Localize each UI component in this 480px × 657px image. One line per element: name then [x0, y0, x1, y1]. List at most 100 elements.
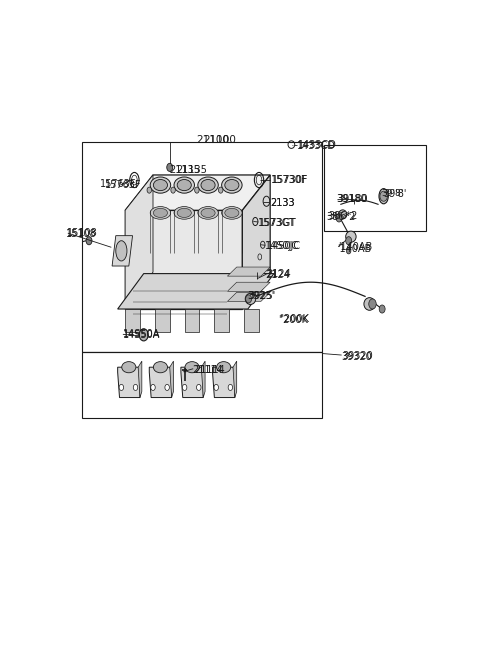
- Text: 39180: 39180: [337, 194, 368, 204]
- Circle shape: [347, 248, 351, 254]
- Text: '140AB: '140AB: [337, 244, 372, 254]
- Bar: [83, 352, 322, 418]
- Text: ''200K: ''200K: [279, 314, 309, 324]
- Text: 14S50A: 14S50A: [122, 330, 160, 340]
- Ellipse shape: [116, 240, 127, 261]
- Circle shape: [147, 187, 152, 193]
- Circle shape: [195, 187, 199, 193]
- Ellipse shape: [177, 208, 192, 217]
- Ellipse shape: [122, 361, 136, 373]
- Text: 15730F: 15730F: [272, 175, 309, 185]
- Circle shape: [369, 299, 376, 309]
- Ellipse shape: [150, 206, 171, 219]
- Text: 14S50A: 14S50A: [123, 329, 161, 339]
- Circle shape: [167, 164, 173, 171]
- Ellipse shape: [150, 177, 171, 193]
- Text: 15108: 15108: [66, 229, 97, 239]
- Polygon shape: [149, 367, 172, 397]
- Text: 2133: 2133: [270, 198, 295, 208]
- Text: 21135: 21135: [170, 165, 201, 175]
- Text: 3925': 3925': [248, 291, 275, 302]
- Ellipse shape: [346, 231, 356, 242]
- Polygon shape: [215, 309, 229, 332]
- Text: 386*2: 386*2: [326, 212, 355, 222]
- Circle shape: [165, 384, 169, 390]
- Polygon shape: [202, 361, 205, 397]
- Text: 3925': 3925': [247, 291, 275, 301]
- Circle shape: [380, 191, 387, 201]
- Polygon shape: [112, 236, 132, 266]
- Text: 2124: 2124: [266, 269, 291, 279]
- Circle shape: [218, 187, 223, 193]
- Ellipse shape: [154, 208, 168, 217]
- Ellipse shape: [225, 179, 239, 191]
- Ellipse shape: [216, 361, 231, 373]
- Ellipse shape: [198, 177, 218, 193]
- Polygon shape: [138, 361, 142, 397]
- Text: '140AB: '140AB: [338, 242, 372, 252]
- Bar: [83, 142, 322, 352]
- Circle shape: [336, 214, 342, 222]
- Circle shape: [346, 237, 352, 245]
- Text: 1573GT: 1573GT: [259, 218, 297, 228]
- Polygon shape: [185, 309, 200, 332]
- Text: 15763F: 15763F: [100, 179, 136, 189]
- Text: 39'8': 39'8': [382, 189, 404, 198]
- Polygon shape: [125, 175, 153, 309]
- Polygon shape: [228, 292, 270, 302]
- Text: 21135: 21135: [176, 165, 207, 175]
- Ellipse shape: [154, 361, 168, 373]
- Circle shape: [182, 384, 187, 390]
- Ellipse shape: [174, 177, 194, 193]
- Text: 15108: 15108: [67, 228, 98, 238]
- Text: ''200K: ''200K: [278, 315, 308, 325]
- Text: 15763F: 15763F: [105, 180, 141, 190]
- Ellipse shape: [338, 210, 347, 219]
- Circle shape: [133, 384, 138, 390]
- Text: 2133: 2133: [270, 198, 295, 208]
- Text: 21100: 21100: [204, 135, 236, 145]
- Ellipse shape: [222, 206, 242, 219]
- Polygon shape: [244, 309, 259, 332]
- Ellipse shape: [201, 179, 215, 191]
- Polygon shape: [233, 361, 237, 397]
- Polygon shape: [125, 175, 270, 210]
- Ellipse shape: [379, 189, 388, 204]
- Polygon shape: [125, 309, 140, 332]
- Polygon shape: [228, 267, 270, 276]
- Text: 2124: 2124: [266, 269, 290, 280]
- Text: 21100: 21100: [196, 135, 229, 145]
- Ellipse shape: [198, 206, 218, 219]
- Circle shape: [119, 384, 124, 390]
- Ellipse shape: [225, 208, 239, 217]
- Circle shape: [171, 187, 175, 193]
- Text: 39320: 39320: [342, 351, 372, 361]
- Text: 1433CD: 1433CD: [297, 141, 336, 151]
- Polygon shape: [118, 273, 274, 309]
- Text: 14S0JC: 14S0JC: [264, 241, 299, 251]
- Polygon shape: [118, 367, 140, 397]
- Ellipse shape: [364, 298, 375, 310]
- Ellipse shape: [185, 361, 199, 373]
- Ellipse shape: [201, 208, 215, 217]
- Circle shape: [86, 237, 92, 245]
- Circle shape: [139, 328, 148, 341]
- Text: 21114: 21114: [192, 365, 223, 375]
- Bar: [324, 145, 426, 231]
- Ellipse shape: [222, 177, 242, 193]
- Circle shape: [151, 384, 155, 390]
- Text: 21114: 21114: [194, 365, 225, 374]
- Text: 1433CD: 1433CD: [298, 139, 337, 150]
- Polygon shape: [242, 175, 270, 309]
- Polygon shape: [125, 210, 242, 309]
- Ellipse shape: [177, 179, 192, 191]
- Circle shape: [228, 384, 233, 390]
- Polygon shape: [155, 309, 170, 332]
- Polygon shape: [213, 367, 235, 397]
- Ellipse shape: [245, 293, 256, 304]
- Circle shape: [246, 295, 252, 303]
- Circle shape: [214, 384, 218, 390]
- Circle shape: [196, 384, 201, 390]
- Text: 15730F: 15730F: [271, 175, 307, 185]
- Text: 1573GT: 1573GT: [258, 218, 296, 228]
